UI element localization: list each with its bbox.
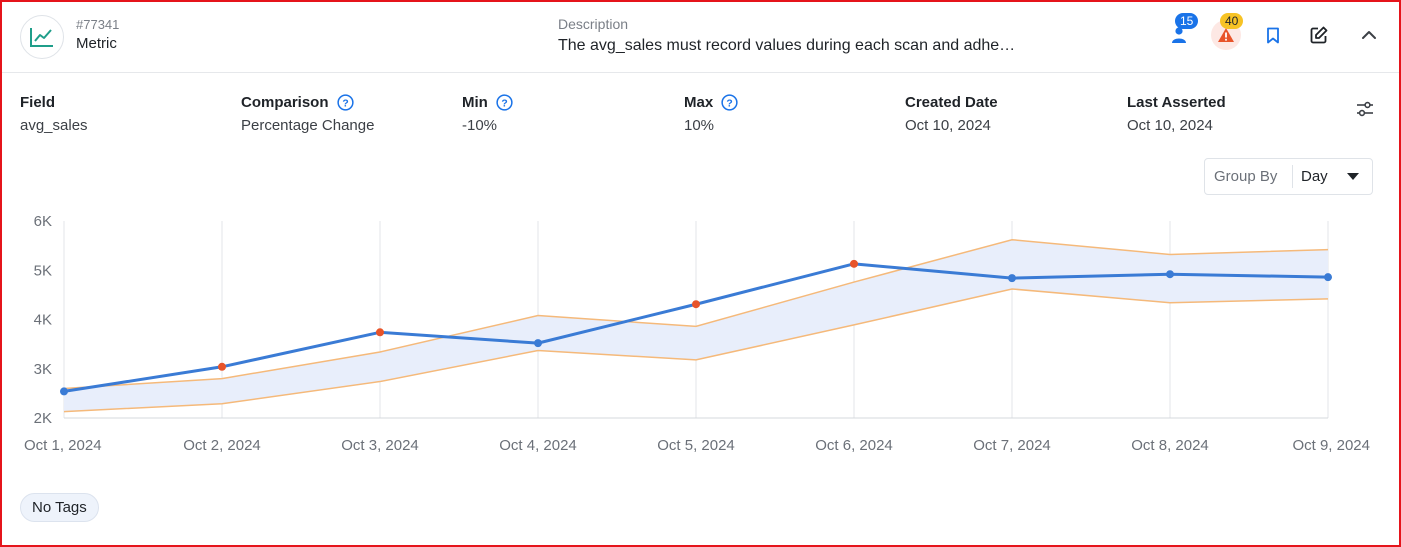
field-label: Field — [20, 93, 56, 111]
data-point — [534, 339, 542, 348]
max-value: 10% — [684, 117, 715, 134]
help-icon[interactable]: ? — [336, 93, 354, 111]
svg-text:?: ? — [501, 98, 507, 109]
comparison-info: Comparison ? Percentage Change — [241, 92, 375, 135]
created-date-value: Oct 10, 2024 — [905, 117, 991, 134]
anomalies-count-badge: 40 — [1220, 13, 1244, 29]
line-chart-icon — [20, 15, 64, 59]
min-value: -10% — [462, 117, 498, 134]
warning-icon — [1218, 28, 1234, 42]
y-tick-label: 3K — [34, 361, 52, 378]
max-info: Max ? 10% — [684, 92, 738, 134]
edit-button[interactable] — [1304, 20, 1334, 50]
field-value: avg_sales — [20, 117, 88, 134]
max-label: Max ? — [684, 92, 738, 112]
user-icon — [1172, 27, 1186, 43]
x-tick-label: Oct 6, 2024 — [815, 437, 893, 454]
group-by-label: Group By — [1205, 165, 1293, 188]
sliders-icon — [1357, 101, 1373, 117]
x-tick-label: Oct 9, 2024 — [1292, 437, 1370, 454]
last-asserted-info: Last Asserted Oct 10, 2024 — [1127, 92, 1226, 135]
help-icon[interactable]: ? — [721, 93, 738, 111]
threshold-band — [64, 239, 1328, 412]
svg-text:?: ? — [727, 98, 733, 109]
data-point — [1324, 273, 1332, 282]
comparison-label: Comparison ? — [241, 92, 374, 112]
chart-settings-button[interactable] — [1352, 96, 1378, 122]
group-by-value: Day — [1301, 168, 1328, 185]
chevron-up-icon — [1362, 31, 1376, 39]
min-label: Min ? — [462, 92, 513, 112]
last-asserted-label: Last Asserted — [1127, 93, 1226, 111]
comparison-value: Percentage Change — [241, 117, 375, 134]
group-by-select[interactable]: Group By Day — [1204, 158, 1373, 195]
description-label: Description — [558, 16, 629, 32]
anomaly-point — [692, 300, 700, 309]
y-tick-label: 2K — [34, 410, 52, 427]
caret-down-icon — [1343, 173, 1363, 180]
users-button[interactable]: 15 — [1164, 13, 1199, 50]
data-point — [1166, 270, 1174, 279]
anomalies-button[interactable]: 40 — [1211, 13, 1244, 50]
description-text: The avg_sales must record values during … — [558, 37, 1016, 54]
anomaly-point — [850, 259, 858, 268]
band-lower-line — [63, 288, 1329, 413]
y-tick-label: 6K — [34, 213, 52, 230]
x-tick-label: Oct 2, 2024 — [183, 437, 261, 454]
last-asserted-value: Oct 10, 2024 — [1127, 117, 1213, 134]
field-info: Field avg_sales — [20, 92, 88, 135]
x-tick-label: Oct 4, 2024 — [499, 437, 577, 454]
bookmark-icon — [1267, 27, 1279, 43]
x-tick-label: Oct 5, 2024 — [657, 437, 735, 454]
check-header: #77341 Metric Description The avg_sales … — [2, 2, 1399, 73]
x-tick-label: Oct 8, 2024 — [1131, 437, 1209, 454]
y-tick-label: 4K — [34, 312, 52, 329]
x-tick-label: Oct 7, 2024 — [973, 437, 1051, 454]
created-date-info: Created Date Oct 10, 2024 — [905, 92, 998, 135]
created-date-label: Created Date — [905, 93, 998, 111]
help-icon[interactable]: ? — [496, 93, 513, 111]
collapse-button[interactable] — [1354, 20, 1384, 50]
band-upper-line — [63, 238, 1329, 390]
anomaly-point — [218, 362, 226, 371]
check-type: Metric — [76, 35, 117, 52]
anomaly-point — [376, 328, 384, 337]
data-point — [1008, 274, 1016, 283]
bookmark-button[interactable] — [1258, 20, 1288, 50]
check-id: #77341 — [76, 17, 120, 32]
svg-text:?: ? — [342, 98, 348, 109]
min-info: Min ? -10% — [462, 92, 513, 134]
x-tick-label: Oct 1, 2024 — [24, 437, 102, 454]
x-tick-label: Oct 3, 2024 — [341, 437, 419, 454]
metric-chart: 2K 3K 4K 5K 6K Oct 1, 2024 Oct 2, 2024 Oct 3, 2… — [24, 213, 1370, 454]
users-count-badge: 15 — [1175, 13, 1199, 29]
data-point — [60, 387, 68, 396]
edit-icon — [1310, 26, 1328, 44]
y-tick-label: 5K — [34, 262, 52, 279]
no-tags-chip: No Tags — [20, 493, 99, 522]
